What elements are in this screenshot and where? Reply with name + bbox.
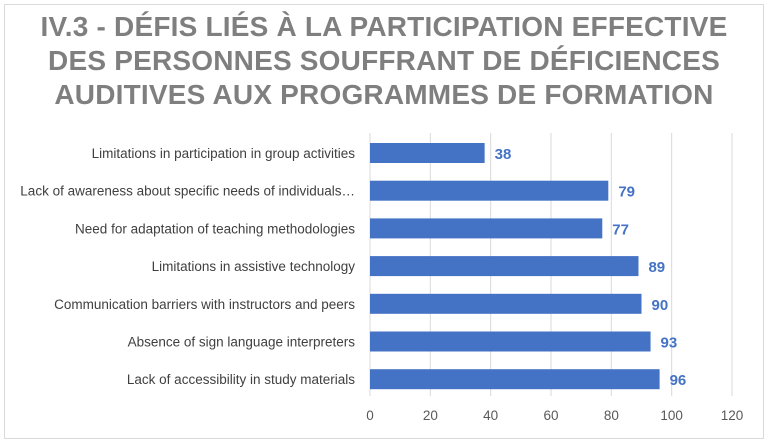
bar xyxy=(370,218,603,239)
category-label: Lack of accessibility in study materials xyxy=(127,372,355,387)
data-label: 90 xyxy=(652,297,669,314)
bar xyxy=(370,331,651,352)
bars xyxy=(370,143,660,390)
bar xyxy=(370,256,639,277)
bar xyxy=(370,293,642,314)
chart-title: IV.3 - DÉFIS LIÉS À LA PARTICIPATION EFF… xyxy=(0,10,768,112)
bar xyxy=(370,369,660,390)
x-tick-label: 100 xyxy=(660,408,683,423)
category-label: Limitations in assistive technology xyxy=(152,259,356,274)
chart-title-line-1: IV.3 - DÉFIS LIÉS À LA PARTICIPATION EFF… xyxy=(40,11,728,42)
category-label: Communication barriers with instructors … xyxy=(54,297,355,312)
data-label: 38 xyxy=(495,146,512,163)
data-label: 96 xyxy=(670,372,687,389)
x-tick-label: 20 xyxy=(423,408,438,423)
x-axis-ticks: 0 20 40 60 80 100 120 xyxy=(366,408,743,423)
category-label: Need for adaptation of teaching methodol… xyxy=(75,221,355,236)
data-label: 79 xyxy=(618,184,635,201)
x-tick-label: 120 xyxy=(721,408,744,423)
data-label: 89 xyxy=(648,259,665,276)
category-label: Lack of awareness about specific needs o… xyxy=(20,184,355,199)
bar xyxy=(370,180,609,201)
category-labels: Limitations in participation in group ac… xyxy=(20,146,355,387)
category-label: Limitations in participation in group ac… xyxy=(92,146,356,161)
x-tick-label: 80 xyxy=(604,408,619,423)
bar xyxy=(370,143,485,163)
data-labels: 38 79 77 89 90 93 96 xyxy=(495,146,687,389)
chart-title-line-3: AUDITIVES AUX PROGRAMMES DE FORMATION xyxy=(54,79,714,110)
data-label: 93 xyxy=(661,335,678,352)
x-tick-label: 0 xyxy=(366,408,374,423)
x-tick-label: 40 xyxy=(483,408,498,423)
category-label: Absence of sign language interpreters xyxy=(128,335,356,350)
x-tick-label: 60 xyxy=(543,408,558,423)
data-label: 77 xyxy=(612,221,629,238)
chart-title-line-2: DES PERSONNES SOUFFRANT DE DÉFICIENCES xyxy=(48,45,720,76)
